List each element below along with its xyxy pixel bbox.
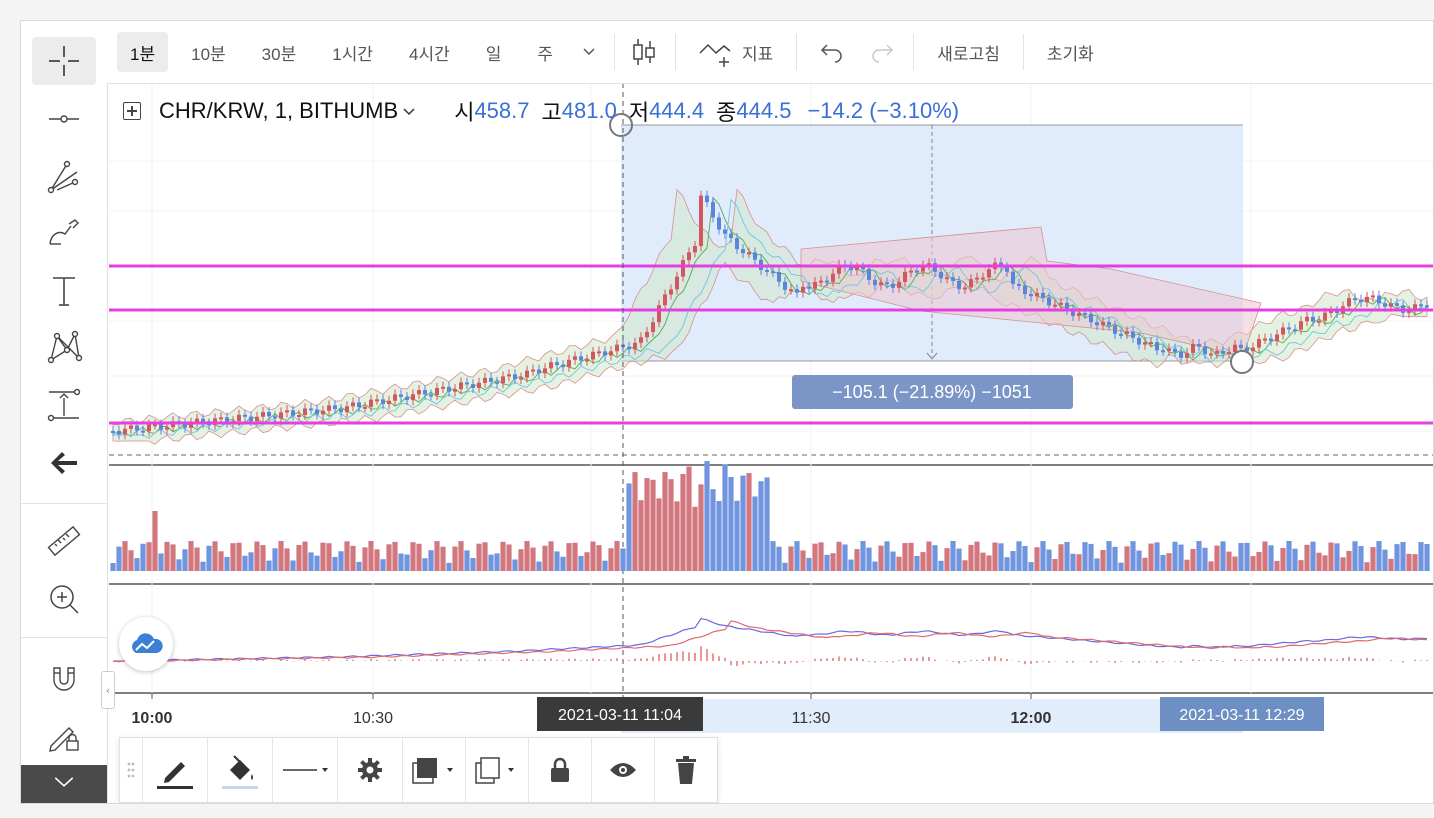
top-toolbar: 1분 10분 30분 1시간 4시간 일 주 지표 새로고침 초기화 <box>107 21 1433 84</box>
chevron-down-icon[interactable] <box>21 765 107 803</box>
lock-button[interactable] <box>528 738 591 802</box>
measure-start-time: 2021-03-11 11:04 <box>558 707 682 724</box>
low-label: 저 <box>628 100 650 125</box>
interval-week[interactable]: 주 <box>537 44 554 64</box>
measure-label: −105.1 (−21.89%) −1051 <box>832 382 1032 402</box>
chart-app: −105.1 (−21.89%) −1051 10:00 10:30 11:30 12:… <box>20 20 1434 804</box>
drag-handle-icon[interactable] <box>120 738 142 802</box>
visibility-button[interactable] <box>591 738 654 802</box>
layers-icon <box>412 758 453 784</box>
magnet-icon[interactable] <box>32 655 96 703</box>
left-toolbar <box>21 21 108 803</box>
chart-canvas[interactable]: −105.1 (−21.89%) −1051 10:00 10:30 11:30 12:… <box>21 21 1434 804</box>
indicators-button[interactable]: 지표 <box>686 32 786 72</box>
close-value: 444.5 <box>736 98 792 123</box>
reset-button[interactable]: 초기화 <box>1046 44 1094 64</box>
open-label: 시 <box>454 100 475 125</box>
interval-30m[interactable]: 30분 <box>261 44 297 64</box>
pattern-icon[interactable] <box>32 323 96 371</box>
fill-color-button[interactable] <box>207 738 272 802</box>
interval-4h[interactable]: 4시간 <box>408 44 450 64</box>
gear-icon <box>358 758 382 782</box>
symbol-name[interactable]: CHR/KRW, 1, BITHUMB <box>159 98 399 123</box>
measure-end-time: 2021-03-11 12:29 <box>1179 707 1304 724</box>
add-symbol-icon[interactable] <box>123 102 141 120</box>
text-icon[interactable] <box>32 267 96 315</box>
zoom-in-icon[interactable] <box>32 575 96 623</box>
brush-icon[interactable] <box>32 209 96 257</box>
close-label: 종 <box>716 100 737 125</box>
ruler-icon[interactable] <box>32 517 96 565</box>
time-axis-label: 10:00 <box>132 710 173 727</box>
time-axis-label: 10:30 <box>353 710 393 727</box>
settings-button[interactable] <box>337 738 402 802</box>
copy-icon <box>475 757 514 784</box>
interval-1m[interactable]: 1분 <box>117 32 169 72</box>
high-label: 고 <box>541 100 562 125</box>
high-value: 481.0 <box>561 98 617 123</box>
low-value: 444.4 <box>649 98 705 123</box>
measure-tool-icon[interactable] <box>32 381 96 429</box>
line-color-button[interactable] <box>142 738 207 802</box>
pencil-icon <box>157 762 193 789</box>
cloud-icon <box>132 633 163 653</box>
horizontal-line-icon[interactable] <box>32 95 96 143</box>
change-value: −14.2 (−3.10%) <box>807 98 960 123</box>
indicators-label: 지표 <box>742 44 774 64</box>
interval-1h[interactable]: 1시간 <box>332 44 373 64</box>
pitchfork-icon[interactable] <box>32 153 96 201</box>
trash-icon <box>676 756 696 784</box>
undo-icon[interactable] <box>811 32 853 72</box>
open-value: 458.7 <box>474 98 530 123</box>
arrange-button[interactable] <box>402 738 465 802</box>
interval-day[interactable]: 일 <box>485 44 502 64</box>
interval-10m[interactable]: 10분 <box>191 44 226 64</box>
eye-icon <box>610 763 636 777</box>
time-axis-label: 11:30 <box>792 710 831 727</box>
chevron-down-icon[interactable] <box>400 104 418 118</box>
line-style-button[interactable] <box>272 738 337 802</box>
price-legend: CHR/KRW, 1, BITHUMB 시 458.7 고 481.0 저 444.4… <box>123 97 959 125</box>
indicator-wave-icon <box>699 43 731 67</box>
delete-button[interactable] <box>654 738 717 802</box>
back-arrow-icon[interactable] <box>32 439 96 487</box>
redo-icon[interactable] <box>861 32 903 72</box>
time-axis-label: 12:00 <box>1011 710 1052 727</box>
lock-icon <box>551 757 569 782</box>
paint-bucket-icon <box>222 755 258 789</box>
chevron-down-icon[interactable] <box>574 32 604 72</box>
collapse-toolbar-button[interactable]: ‹ <box>101 671 115 709</box>
clone-button[interactable] <box>465 738 528 802</box>
cloud-save-button[interactable] <box>119 617 173 671</box>
refresh-button[interactable]: 새로고침 <box>937 44 1000 64</box>
crosshair-icon[interactable] <box>32 37 96 85</box>
lock-drawing-icon[interactable] <box>32 711 96 759</box>
line-style-icon <box>283 768 328 772</box>
candlestick-icon[interactable] <box>623 32 665 72</box>
drawing-floating-toolbar <box>119 737 718 803</box>
